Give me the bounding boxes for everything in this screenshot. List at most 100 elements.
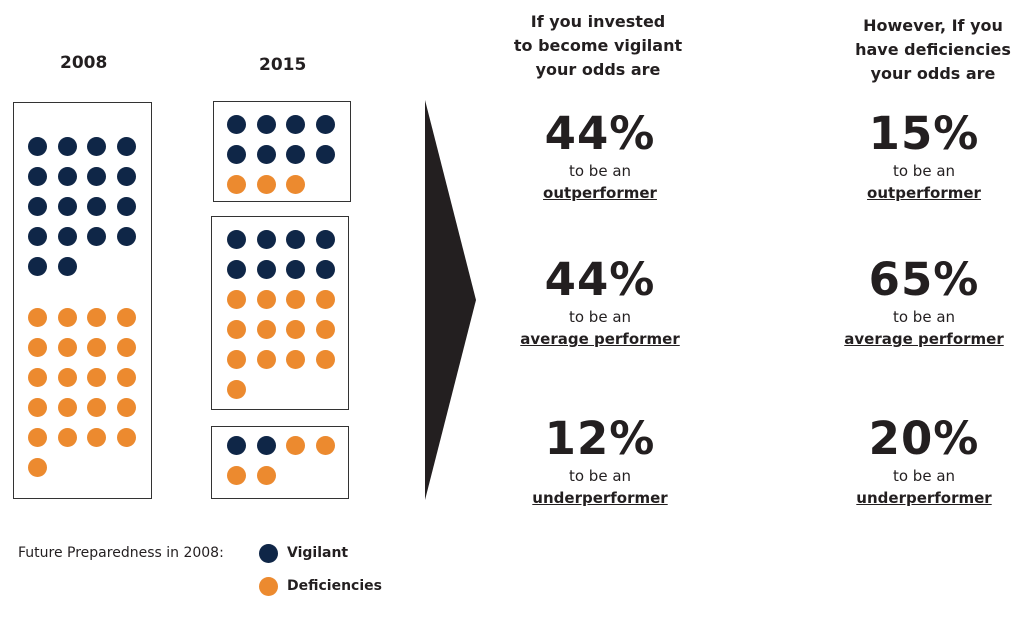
vigilant-dot <box>57 227 77 246</box>
deficiencies-dot <box>256 290 276 309</box>
vigilant-dot <box>87 197 106 216</box>
deficiencies-dot <box>87 368 106 387</box>
deficiencies-dot <box>116 338 136 357</box>
deficiencies-dot <box>256 466 276 485</box>
deficiencies-dot <box>227 320 246 339</box>
stat-vigilant-outperformer: 44% to be an outperformer <box>500 108 700 204</box>
stat-prefix: to be an <box>568 308 632 326</box>
deficiencies-dot <box>28 338 47 357</box>
vigilant-dot <box>256 260 276 279</box>
deficiencies-dot <box>116 308 136 327</box>
deficiencies-dot <box>286 320 305 339</box>
vigilant-dot <box>87 137 106 156</box>
deficiencies-dot <box>57 398 77 417</box>
stat-label: underperformer <box>856 489 992 507</box>
deficiencies-dot <box>57 338 77 357</box>
deficiencies-dot <box>28 398 47 417</box>
vigilant-dot <box>57 257 77 276</box>
legend-title: Future Preparedness in 2008: <box>18 545 224 561</box>
stat-prefix: to be an <box>568 162 632 180</box>
vigilant-dot <box>227 145 246 164</box>
arrow-icon <box>425 100 476 500</box>
year-label-2015: 2015 <box>259 55 307 75</box>
dot-box-2015-top <box>213 101 351 202</box>
vigilant-dot <box>256 145 276 164</box>
stat-label: outperformer <box>867 184 981 202</box>
deficiencies-dot <box>87 428 106 447</box>
vigilant-dot <box>256 230 276 249</box>
vigilant-dot <box>286 230 305 249</box>
vigilant-dot <box>116 167 136 186</box>
deficiencies-dot <box>227 466 246 485</box>
legend-deficiencies-swatch <box>259 577 278 596</box>
deficiencies-dot <box>286 290 305 309</box>
vigilant-dot <box>256 115 276 134</box>
stat-prefix: to be an <box>568 467 632 485</box>
deficiencies-dot <box>256 350 276 369</box>
deficiencies-dot <box>28 428 47 447</box>
vigilant-dot <box>28 137 47 156</box>
vigilant-dot <box>227 115 246 134</box>
stat-deficiencies-underperformer: 20% to be an underperformer <box>824 413 1023 509</box>
deficiencies-dot <box>57 308 77 327</box>
year-label-2008: 2008 <box>60 53 108 73</box>
deficiencies-dot <box>57 368 77 387</box>
dot-box-2008 <box>13 102 152 499</box>
deficiencies-dot <box>315 350 335 369</box>
vigilant-dot <box>28 167 47 186</box>
vigilant-dot <box>57 167 77 186</box>
deficiencies-dot <box>28 368 47 387</box>
stat-percent: 44% <box>544 253 656 306</box>
deficiencies-dot <box>57 428 77 447</box>
vigilant-dot <box>315 115 335 134</box>
deficiencies-dot <box>28 458 47 477</box>
vigilant-dot <box>116 227 136 246</box>
vigilant-dot <box>116 197 136 216</box>
stat-percent: 44% <box>544 107 656 160</box>
stat-percent: 15% <box>868 107 980 160</box>
dot-box-2015-bottom <box>211 426 349 499</box>
deficiencies-dot <box>87 398 106 417</box>
deficiencies-dot <box>286 436 305 455</box>
vigilant-dot <box>286 145 305 164</box>
deficiencies-dot <box>315 320 335 339</box>
vigilant-dot <box>286 260 305 279</box>
vigilant-dot <box>28 227 47 246</box>
vigilant-dot <box>28 197 47 216</box>
legend-deficiencies-label: Deficiencies <box>287 578 382 594</box>
vigilant-dot <box>227 230 246 249</box>
vigilant-dot <box>286 115 305 134</box>
vigilant-dot <box>57 197 77 216</box>
stat-percent: 20% <box>868 412 980 465</box>
stat-deficiencies-outperformer: 15% to be an outperformer <box>824 108 1023 204</box>
legend-vigilant-label: Vigilant <box>287 545 349 561</box>
stat-label: average performer <box>520 330 680 348</box>
deficiencies-dot <box>87 338 106 357</box>
deficiencies-dot <box>116 368 136 387</box>
deficiencies-dot <box>116 398 136 417</box>
stat-percent: 65% <box>868 253 980 306</box>
deficiencies-dot <box>227 175 246 194</box>
deficiencies-dot <box>286 350 305 369</box>
stat-deficiencies-average: 65% to be an average performer <box>824 254 1023 350</box>
deficiencies-dot <box>256 175 276 194</box>
deficiencies-dot <box>256 320 276 339</box>
vigilant-dot <box>116 137 136 156</box>
vigilant-dot <box>87 167 106 186</box>
vigilant-dot <box>57 137 77 156</box>
dot-box-2015-middle <box>211 216 349 410</box>
deficiencies-dot <box>286 175 305 194</box>
vigilant-dot <box>28 257 47 276</box>
stat-vigilant-average: 44% to be an average performer <box>500 254 700 350</box>
deficiencies-dot <box>315 290 335 309</box>
deficiencies-dot <box>28 308 47 327</box>
column-heading-deficiencies: However, If you have deficiencies your o… <box>855 16 1011 83</box>
vigilant-dot <box>227 436 246 455</box>
vigilant-dot <box>256 436 276 455</box>
stat-label: outperformer <box>543 184 657 202</box>
deficiencies-dot <box>227 290 246 309</box>
stat-prefix: to be an <box>892 162 956 180</box>
deficiencies-dot <box>315 436 335 455</box>
vigilant-dot <box>315 260 335 279</box>
column-heading-vigilant: If you invested to become vigilant your … <box>513 12 683 79</box>
